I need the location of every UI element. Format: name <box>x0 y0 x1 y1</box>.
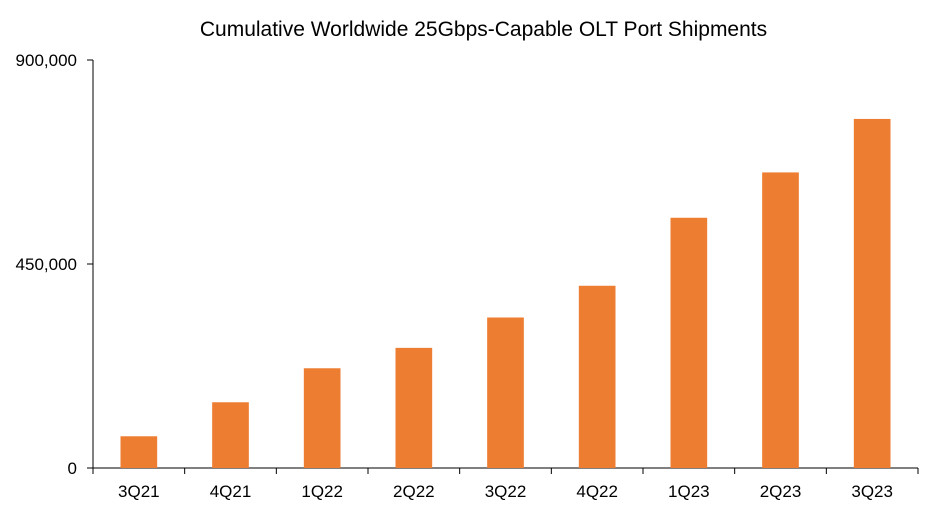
bar <box>395 347 433 468</box>
y-tick-label: 0 <box>68 459 77 478</box>
chart-title: Cumulative Worldwide 25Gbps-Capable OLT … <box>199 18 768 41</box>
y-tick-label: 900,000 <box>16 51 77 70</box>
x-tick-label: 1Q22 <box>301 482 343 501</box>
x-tick-label: 3Q22 <box>485 482 527 501</box>
bar <box>578 285 616 468</box>
x-tick-label: 3Q21 <box>118 482 160 501</box>
x-tick-label: 4Q22 <box>576 482 618 501</box>
y-axis: 0 450,000 900,000 <box>16 51 94 478</box>
bar <box>212 402 249 468</box>
y-tick-label: 450,000 <box>16 255 77 274</box>
bar <box>762 172 799 468</box>
bar <box>120 436 158 468</box>
x-tick-label: 1Q23 <box>668 482 710 501</box>
x-axis: 3Q21 4Q21 1Q22 2Q22 3Q22 4Q22 1Q23 2Q23 3Q23 <box>92 467 919 501</box>
x-tick-label: 4Q21 <box>210 482 252 501</box>
bar-series <box>120 118 891 468</box>
bar <box>670 217 708 468</box>
x-tick-label: 2Q23 <box>760 482 802 501</box>
bar <box>853 118 891 468</box>
x-tick-label: 3Q23 <box>851 482 893 501</box>
bar <box>487 317 524 468</box>
bar <box>303 368 341 468</box>
x-tick-label: 2Q22 <box>393 482 435 501</box>
